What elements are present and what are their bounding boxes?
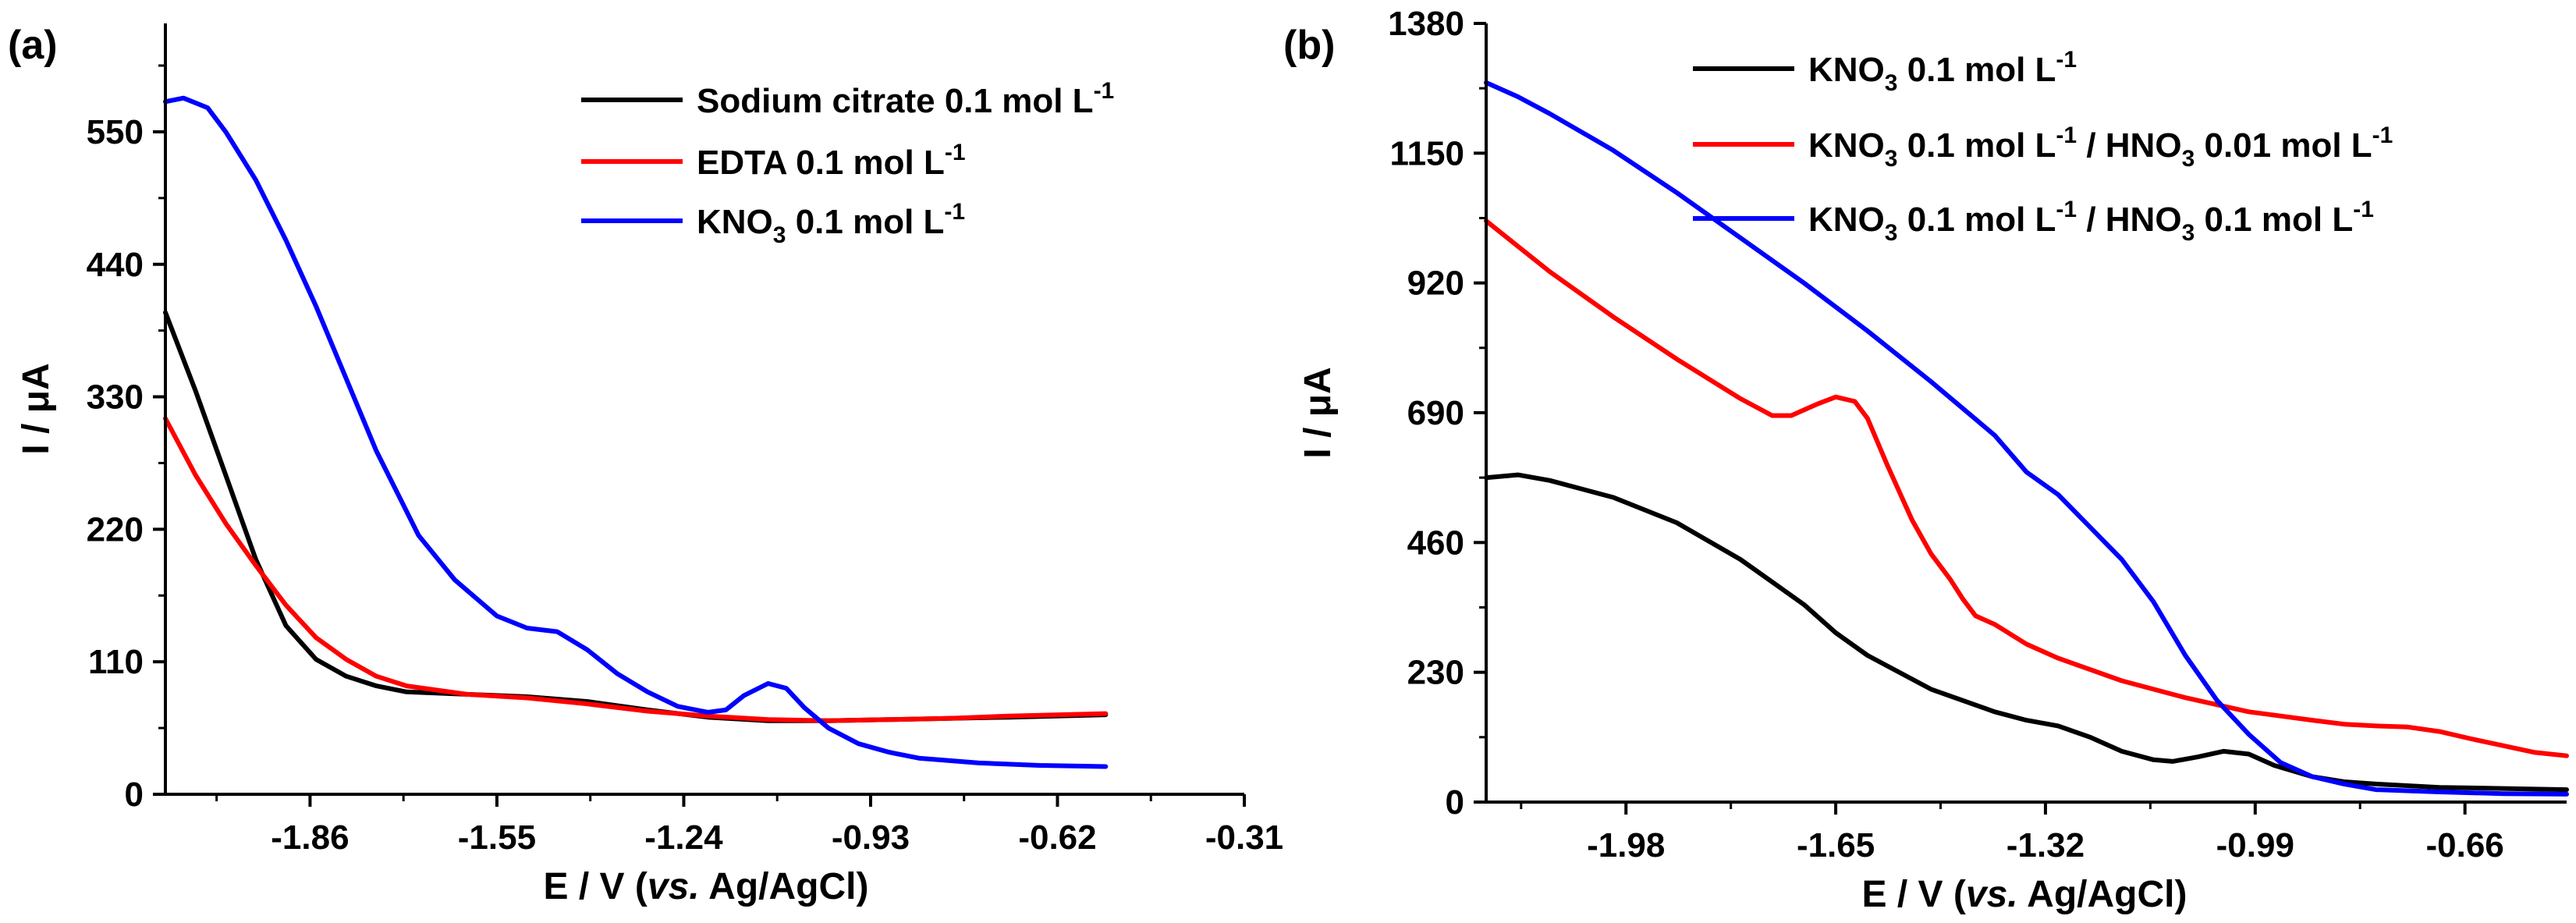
panel-b-ticks: -1.98 -1.65 -1.32 -0.99 -0.66 0 230 460 690 920 11… (1388, 5, 2504, 864)
y-tick-label-a-2: 220 (87, 510, 144, 548)
x-tick-label-b-1: -1.65 (1797, 826, 1875, 864)
y-tick-label-b-0: 0 (1446, 783, 1464, 822)
series-line-b-1 (1484, 218, 2569, 758)
x-axis-title-a: E / V (vs. Ag/AgCl) (544, 866, 869, 907)
legend-b: KNO3 0.1 mol L-1 KNO3 0.1 mol L-1 / HNO3… (1693, 47, 2393, 246)
x-tick-label-b-4: -0.66 (2425, 826, 2503, 864)
legend-label-hno3-001: KNO3 0.1 mol L-1 / HNO3 0.01 mol L-1 (1808, 122, 2393, 172)
panel-label-a: (a) (8, 23, 58, 68)
legend-label-hno3-01: KNO3 0.1 mol L-1 / HNO3 0.1 mol L-1 (1808, 197, 2374, 246)
legend-label-sodium-citrate: Sodium citrate 0.1 mol L-1 (697, 78, 1114, 120)
x-tick-label-a-3: -0.93 (832, 818, 910, 857)
x-tick-label-b-0: -1.98 (1587, 826, 1665, 864)
y-tick-label-a-1: 110 (88, 643, 144, 681)
legend-label-kno3-b: KNO3 0.1 mol L-1 (1808, 47, 2077, 96)
x-tick-label-a-4: -0.62 (1018, 818, 1096, 857)
x-tick-label-b-2: -1.32 (2007, 826, 2085, 864)
y-tick-label-b-4: 920 (1407, 264, 1464, 303)
x-tick-label-a-1: -1.55 (458, 818, 536, 857)
panel-a-series (163, 95, 1109, 769)
series-line-a-1 (163, 416, 1109, 723)
panel-a-ticks: -1.86 -1.55 -1.24 -0.93 -0.62 -0.31 0 110 220 330… (87, 64, 1283, 857)
series-line-b-0 (1484, 472, 2569, 793)
x-tick-label-b-3: -0.99 (2216, 826, 2294, 864)
y-axis-title-a: I / μA (16, 363, 57, 454)
y-tick-label-a-0: 0 (125, 776, 144, 814)
panel-label-b: (b) (1283, 23, 1335, 68)
x-tick-label-a-2: -1.24 (644, 818, 723, 857)
legend-a: Sodium citrate 0.1 mol L-1 EDTA 0.1 mol … (581, 78, 1114, 248)
y-tick-label-b-5: 1150 (1390, 134, 1464, 172)
series-line-b-2 (1484, 80, 2569, 797)
y-tick-label-b-1: 230 (1407, 654, 1464, 692)
legend-label-edta: EDTA 0.1 mol L-1 (697, 140, 966, 182)
chart-panel-a: (a) -1.86 -1.55 -1.24 -0.93 -0.62 -0.31 0 110 22… (8, 23, 1283, 907)
y-tick-label-a-4: 440 (87, 246, 144, 284)
series-line-a-2 (163, 95, 1109, 769)
chart-panel-b: (b) -1.98 -1.65 -1.32 -0.99 -0.66 0 230 460 690 9… (1283, 5, 2569, 915)
series-line-a-0 (163, 310, 1109, 723)
y-tick-label-b-3: 690 (1407, 394, 1464, 432)
y-tick-label-a-5: 550 (87, 113, 144, 151)
y-tick-label-b-6: 1380 (1388, 5, 1464, 43)
x-axis-title-b: E / V (vs. Ag/AgCl) (1862, 874, 2187, 915)
y-tick-label-a-3: 330 (87, 378, 144, 417)
panel-b-series (1484, 80, 2569, 797)
y-axis-title-b: I / μA (1297, 367, 1339, 458)
x-tick-label-a-5: -0.31 (1205, 818, 1283, 857)
x-tick-label-a-0: -1.86 (271, 818, 349, 857)
legend-label-kno3-a: KNO3 0.1 mol L-1 (697, 199, 965, 248)
y-tick-label-b-2: 460 (1407, 524, 1464, 562)
